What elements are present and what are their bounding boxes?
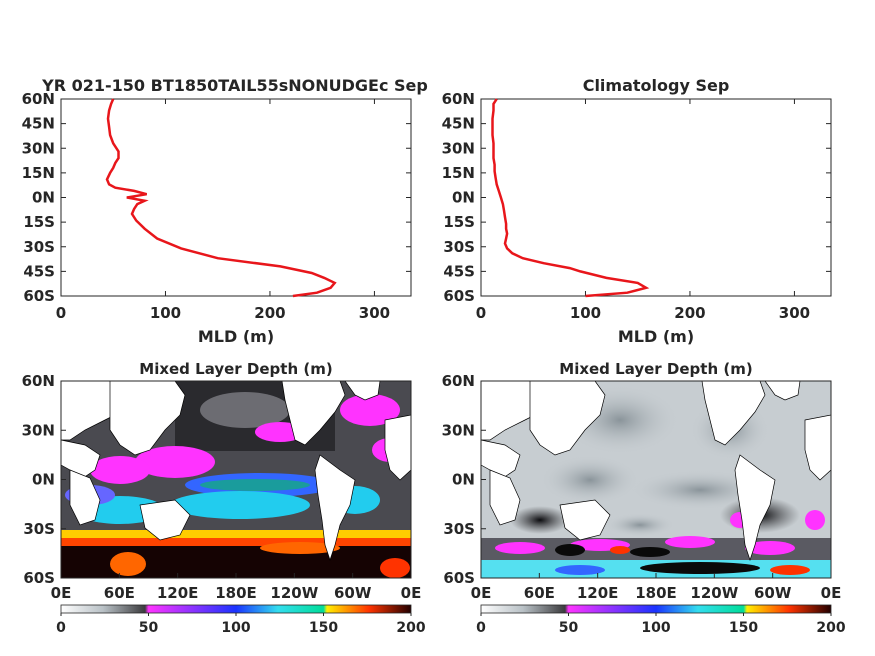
x-tick-label: 100	[150, 304, 181, 322]
plot-frame	[60, 98, 412, 297]
panel-title: Climatology Sep	[583, 76, 730, 95]
x-tick-label: 0E	[821, 584, 842, 602]
y-axis: 60N 30N 0N 30S 60S	[22, 372, 66, 587]
y-tick-label: 60N	[442, 372, 475, 390]
y-tick-label: 15N	[22, 164, 55, 182]
x-tick-label: 300	[779, 304, 810, 322]
colorbar-ticks: 0 50 100 150 200	[56, 613, 426, 636]
panel-title: Mixed Layer Depth (m)	[559, 360, 752, 378]
colorbar-tick-label: 50	[139, 620, 159, 636]
x-axis: 0E 60E 120E 180E 120W 60W 0E	[471, 573, 842, 602]
colorbar	[60, 604, 412, 614]
x-axis: 0E 60E 120E 180E 120W 60W 0E	[51, 573, 422, 602]
x-tick-label: 0E	[51, 584, 72, 602]
y-tick-label: 0N	[452, 189, 475, 207]
y-tick-label: 45S	[443, 262, 475, 280]
y-tick-label: 15S	[443, 213, 475, 231]
y-tick-label: 30S	[23, 238, 55, 256]
y-tick-label: 30N	[442, 421, 475, 439]
x-tick-label: 300	[359, 304, 390, 322]
y-tick-label: 0N	[32, 189, 55, 207]
x-tick-label: 200	[674, 304, 705, 322]
y-tick-label: 45N	[442, 115, 475, 133]
panel-top-left: YR 021-150 BT1850TAIL55sNONUDGEc Sep 60N…	[22, 76, 428, 346]
x-axis-label: MLD (m)	[618, 327, 694, 346]
panel-title: Mixed Layer Depth (m)	[139, 360, 332, 378]
y-tick-label: 30S	[443, 238, 475, 256]
y-tick-label: 0N	[32, 471, 55, 489]
x-tick-label: 60E	[104, 584, 135, 602]
colorbar-tick-label: 200	[816, 620, 845, 636]
y-tick-label: 15S	[23, 213, 55, 231]
colorbar-tick-label: 150	[309, 620, 338, 636]
colorbar-tick-label: 100	[641, 620, 670, 636]
y-tick-label: 60S	[443, 569, 475, 587]
y-tick-label: 30S	[23, 520, 55, 538]
x-tick-label: 0E	[401, 584, 422, 602]
x-tick-label: 120E	[157, 584, 199, 602]
colorbar-tick-label: 150	[729, 620, 758, 636]
x-tick-label: 60W	[754, 584, 792, 602]
y-tick-label: 60N	[442, 90, 475, 108]
series-line-mld	[105, 98, 337, 298]
colorbar	[480, 604, 832, 614]
x-tick-label: 0	[476, 304, 486, 322]
y-tick-label: 60S	[443, 287, 475, 305]
panel-top-right: Climatology Sep 60N45N30N15N0N15S30S45S6…	[442, 76, 832, 346]
y-axis: 60N 45N 30N 15N 0N 15S 30S 45S 60S	[22, 90, 411, 305]
y-tick-label: 30S	[443, 520, 475, 538]
y-tick-label: 45N	[22, 115, 55, 133]
x-axis-label: MLD (m)	[198, 327, 274, 346]
y-tick-label: 60S	[23, 569, 55, 587]
y-tick-label: 60S	[23, 287, 55, 305]
colorbar-ticks: 0 50 100 150 200	[476, 613, 846, 636]
x-tick-label: 0	[56, 304, 66, 322]
colorbar-tick-label: 0	[56, 620, 66, 636]
x-tick-label: 0E	[471, 584, 492, 602]
y-tick-label: 45S	[23, 262, 55, 280]
x-tick-label: 100	[570, 304, 601, 322]
x-tick-label: 180E	[215, 584, 257, 602]
colorbar-tick-label: 100	[221, 620, 250, 636]
heatmap-field	[61, 381, 411, 578]
colorbar-tick-label: 50	[559, 620, 579, 636]
panel-bottom-left: Mixed Layer Depth (m)	[22, 360, 426, 636]
colorbar-tick-label: 200	[396, 620, 425, 636]
plot-frame	[480, 98, 832, 297]
y-axis: 60N 30N 0N 30S 60S	[442, 372, 486, 587]
y-tick-label: 60N	[22, 90, 55, 108]
panel-title: YR 021-150 BT1850TAIL55sNONUDGEc Sep	[41, 76, 428, 95]
y-tick-label: 15N	[442, 164, 475, 182]
y-tick-label: 30N	[442, 139, 475, 157]
y-tick-label: 30N	[22, 421, 55, 439]
y-tick-label: 30N	[22, 139, 55, 157]
x-tick-label: 120W	[270, 584, 318, 602]
x-axis: 0 100 200 300	[56, 99, 390, 322]
x-tick-label: 120E	[577, 584, 619, 602]
colorbar-tick-label: 0	[476, 620, 486, 636]
y-tick-label: 0N	[452, 471, 475, 489]
series-line-mld	[491, 98, 650, 298]
x-tick-label: 60E	[524, 584, 555, 602]
y-tick-label: 60N	[22, 372, 55, 390]
x-tick-label: 60W	[334, 584, 372, 602]
x-tick-label: 180E	[635, 584, 677, 602]
x-tick-label: 200	[254, 304, 285, 322]
x-axis: 0 100 200 300	[476, 99, 810, 322]
x-tick-label: 120W	[690, 584, 738, 602]
y-axis: 60N 45N 30N 15N 0N 15S 30S 45S 60S	[442, 90, 831, 305]
panel-bottom-right: Mixed Layer Depth (m)	[442, 360, 846, 636]
heatmap-field	[481, 381, 831, 578]
